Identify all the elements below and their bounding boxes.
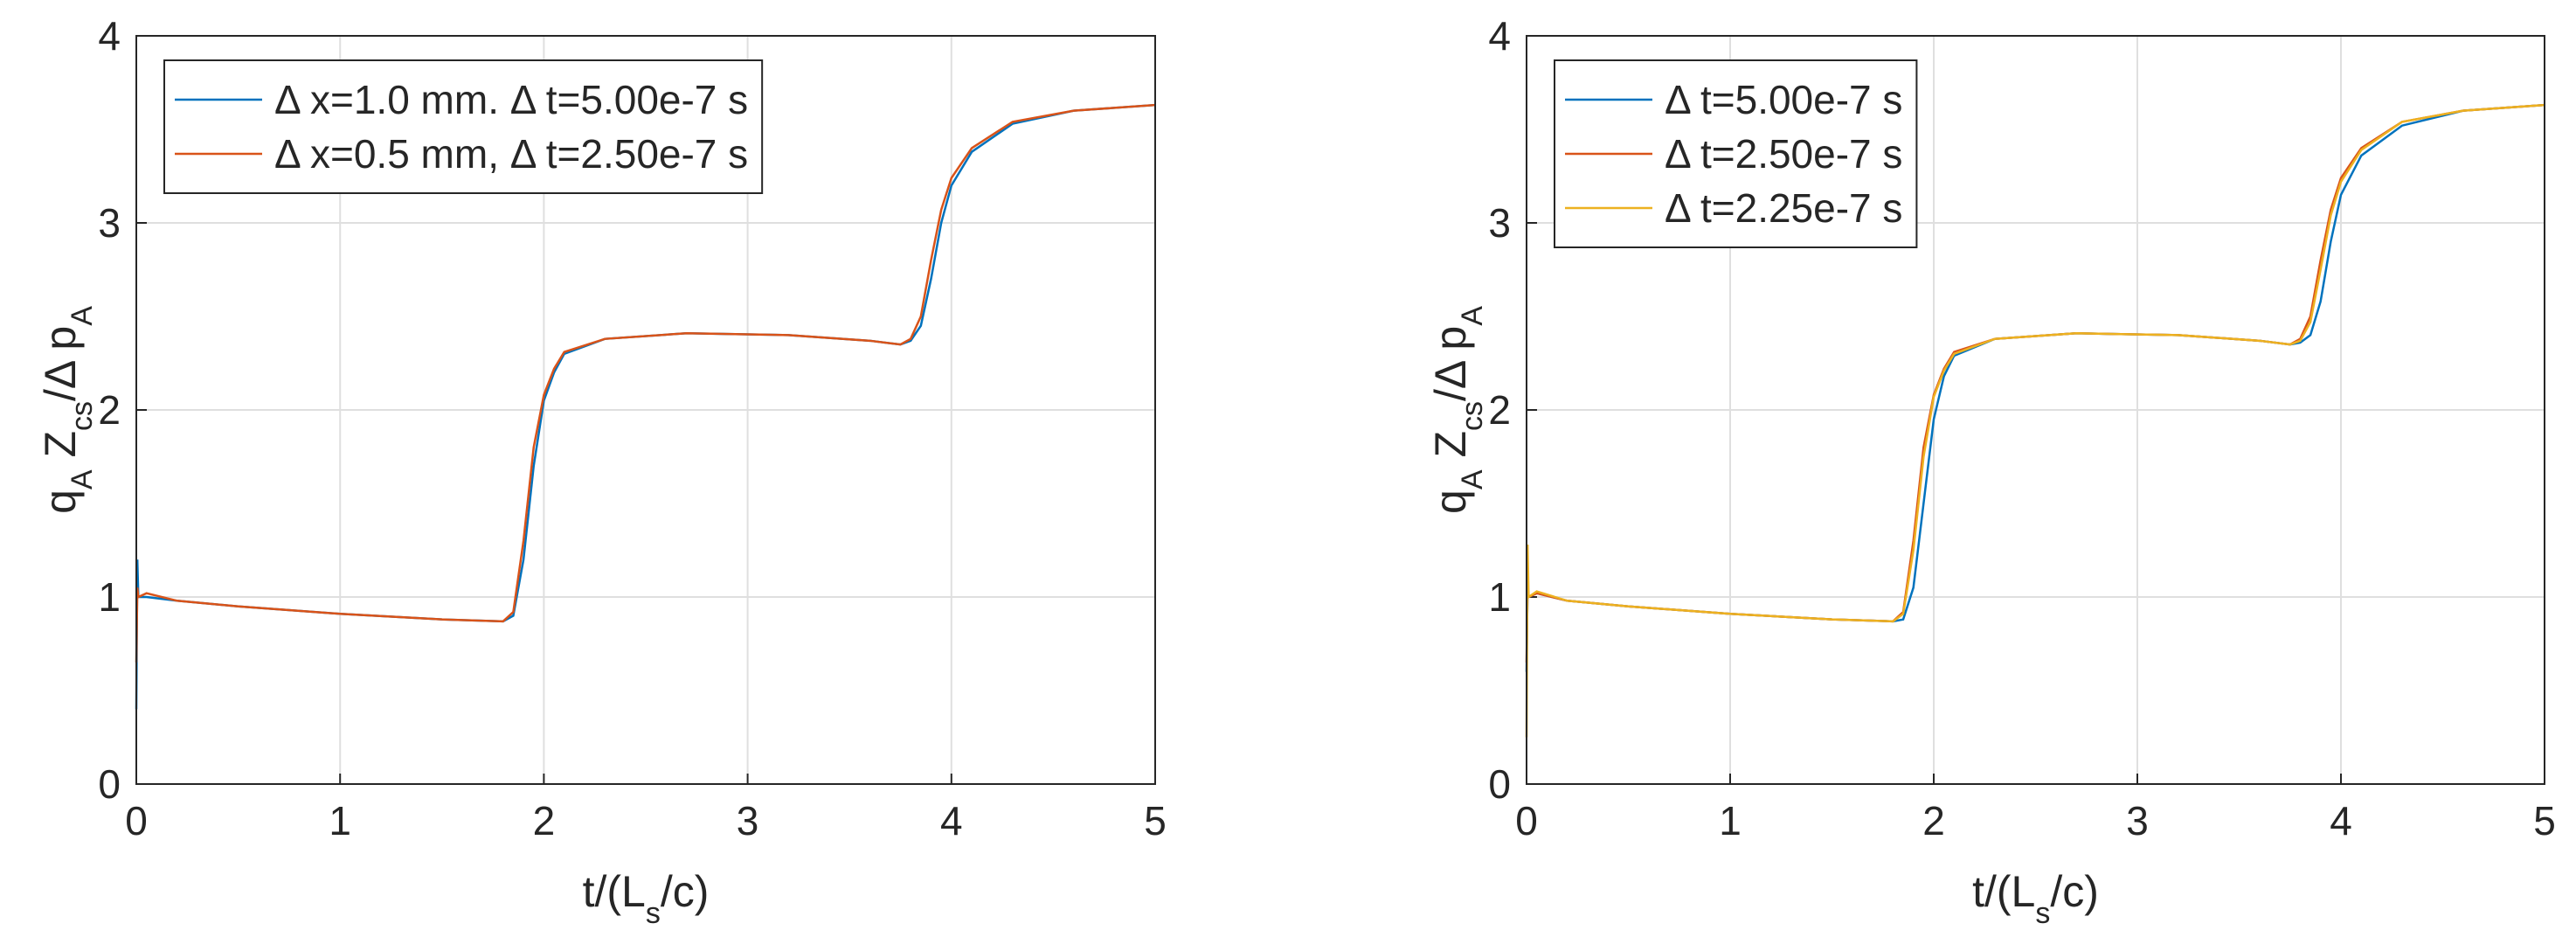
legend: Δ t=5.00e-7 s Δ t=2.50e-7 s Δ t=2.25e-7 s — [1554, 59, 1918, 248]
label-text: q — [36, 489, 85, 514]
label-text: q — [1426, 489, 1475, 514]
x-tick-label: 2 — [1922, 798, 1945, 843]
data-line — [1525, 103, 2545, 738]
x-tick-label: 0 — [1515, 798, 1538, 843]
y-tick-label: 4 — [1488, 13, 1511, 59]
legend-label: Δ x=1.0 mm. Δ t=5.00e-7 s — [274, 77, 748, 122]
label-text: Z — [36, 431, 85, 469]
label-text: /Δ p — [36, 326, 85, 401]
legend-box — [163, 59, 764, 194]
x-tick-label: 2 — [533, 798, 556, 843]
label-text: t/(L — [1972, 867, 2035, 916]
label-subscript: s — [646, 897, 661, 930]
x-tick-label: 5 — [1144, 798, 1167, 843]
label-text: t/(L — [583, 867, 646, 916]
y-tick-label: 0 — [98, 761, 121, 807]
y-tick-label: 1 — [98, 574, 121, 620]
label-subscript: A — [66, 469, 99, 489]
label-subscript: cs — [1456, 401, 1489, 431]
label-text: /c) — [661, 867, 710, 916]
x-tick-label: 4 — [2330, 798, 2352, 843]
x-tick-label: 3 — [2126, 798, 2149, 843]
x-axis-label: t/(Ls/c) — [583, 867, 710, 930]
y-tick-label: 4 — [98, 13, 121, 59]
x-tick-label: 1 — [329, 798, 351, 843]
label-subscript: A — [66, 306, 99, 326]
label-subscript: A — [1456, 306, 1489, 326]
axes-box — [135, 35, 1156, 785]
x-tick-label: 1 — [1719, 798, 1742, 843]
x-tick-label: 4 — [940, 798, 963, 843]
label-text: Z — [1426, 431, 1475, 469]
legend-label: Δ x=0.5 mm, Δ t=2.50e-7 s — [274, 131, 748, 177]
y-tick-label: 3 — [98, 200, 121, 246]
y-axis-label: qA Zcs/Δ pA — [1426, 306, 1489, 514]
label-subscript: cs — [66, 401, 99, 431]
x-tick-label: 5 — [2533, 798, 2556, 843]
axes-box — [1526, 35, 2545, 785]
y-axis-label: qA Zcs/Δ pA — [36, 306, 99, 514]
x-tick-label: 0 — [125, 798, 148, 843]
y-tick-label: 3 — [1488, 200, 1511, 246]
x-tick-label: 3 — [737, 798, 759, 843]
legend: Δ x=1.0 mm. Δ t=5.00e-7 s Δ x=0.5 mm, Δ t… — [163, 59, 764, 194]
label-subscript: s — [2035, 897, 2050, 930]
y-tick-label: 0 — [1488, 761, 1511, 807]
legend-label: Δ t=5.00e-7 s — [1665, 77, 1902, 122]
y-tick-label: 2 — [1488, 387, 1511, 433]
data-line — [135, 103, 1156, 663]
label-text: /c) — [2050, 867, 2099, 916]
y-tick-label: 2 — [98, 387, 121, 433]
x-axis-label: t/(Ls/c) — [1972, 867, 2099, 930]
legend-label: Δ t=2.50e-7 s — [1665, 131, 1902, 177]
legend-label: Δ t=2.25e-7 s — [1665, 185, 1902, 231]
y-tick-label: 1 — [1488, 574, 1511, 620]
label-subscript: A — [1456, 469, 1489, 489]
label-text: /Δ p — [1426, 326, 1475, 401]
